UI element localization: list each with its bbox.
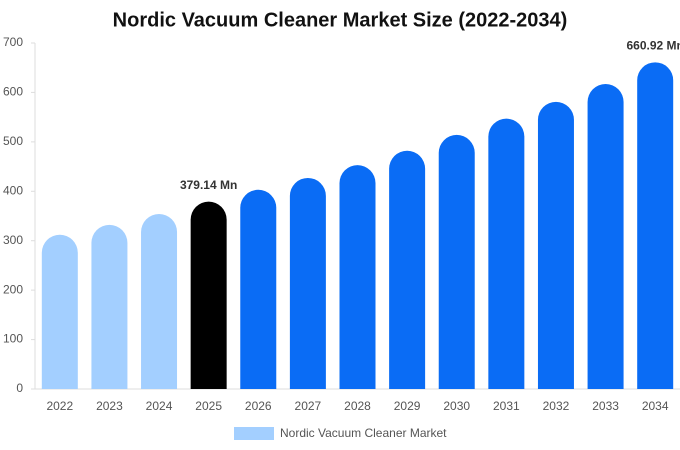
x-tick-label: 2028 [344,399,371,413]
x-tick-label: 2030 [443,399,470,413]
bar [637,62,674,390]
y-tick-label: 100 [3,332,23,346]
bar [240,189,277,389]
y-tick-label: 400 [3,183,23,197]
x-tick-label: 2034 [642,399,669,413]
y-tick-label: 200 [3,282,23,296]
x-tick-label: 2033 [592,399,619,413]
value-label: 660.92 Mn [627,38,680,52]
bar [587,84,624,390]
x-tick-label: 2024 [146,399,173,413]
chart-title: Nordic Vacuum Cleaner Market Size (2022-… [113,9,568,31]
x-tick-label: 2022 [46,399,73,413]
bar [389,150,426,389]
y-tick-label: 300 [3,233,23,247]
bar [190,201,227,389]
x-tick-label: 2023 [96,399,123,413]
x-tick-label: 2027 [295,399,322,413]
bar [488,118,525,389]
y-tick-label: 0 [16,381,23,395]
y-tick-label: 500 [3,134,23,148]
x-tick-label: 2025 [195,399,222,413]
legend-label: Nordic Vacuum Cleaner Market [280,426,447,440]
legend-swatch [234,427,274,440]
y-tick-label: 600 [3,85,23,99]
value-label: 379.14 Mn [180,178,237,192]
x-tick-label: 2031 [493,399,520,413]
bar [537,101,574,389]
x-tick-label: 2026 [245,399,272,413]
bar [41,234,78,389]
bar [289,177,326,389]
bar [91,224,128,389]
bar [141,214,178,389]
x-tick-label: 2032 [543,399,570,413]
x-tick-label: 2029 [394,399,421,413]
bar [438,134,475,389]
bar [339,165,376,389]
y-tick-label: 700 [3,35,23,49]
